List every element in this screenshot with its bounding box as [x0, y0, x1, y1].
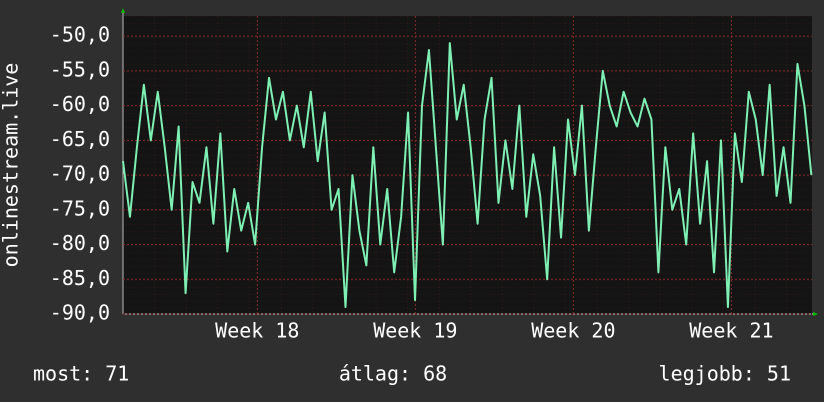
y-tick-label: -65,0 — [50, 127, 110, 151]
y-tick-label: -55,0 — [50, 57, 110, 81]
x-arrow — [813, 312, 818, 316]
y-axis-label: onlinestream.live — [0, 63, 23, 268]
y-tick-label: -80,0 — [50, 231, 110, 255]
minor-grid — [123, 16, 812, 314]
data-line — [122, 42, 813, 309]
x-tick-label: Week 18 — [215, 319, 299, 343]
stat-current: most: 71 — [33, 362, 129, 386]
y-tick-label: -50,0 — [50, 23, 110, 47]
y-tick-label: -60,0 — [50, 92, 110, 116]
x-tick-label: Week 21 — [689, 319, 773, 343]
y-arrow — [121, 8, 125, 13]
x-tick-label: Week 19 — [373, 319, 457, 343]
y-tick-label: -75,0 — [50, 196, 110, 220]
y-tick-label: -90,0 — [50, 301, 110, 325]
stat-average: átlag: 68 — [339, 362, 447, 386]
x-tick-label: Week 20 — [531, 319, 615, 343]
y-tick-label: -70,0 — [50, 162, 110, 186]
y-tick-label: -85,0 — [50, 266, 110, 290]
stat-best: legjobb: 51 — [659, 362, 791, 386]
